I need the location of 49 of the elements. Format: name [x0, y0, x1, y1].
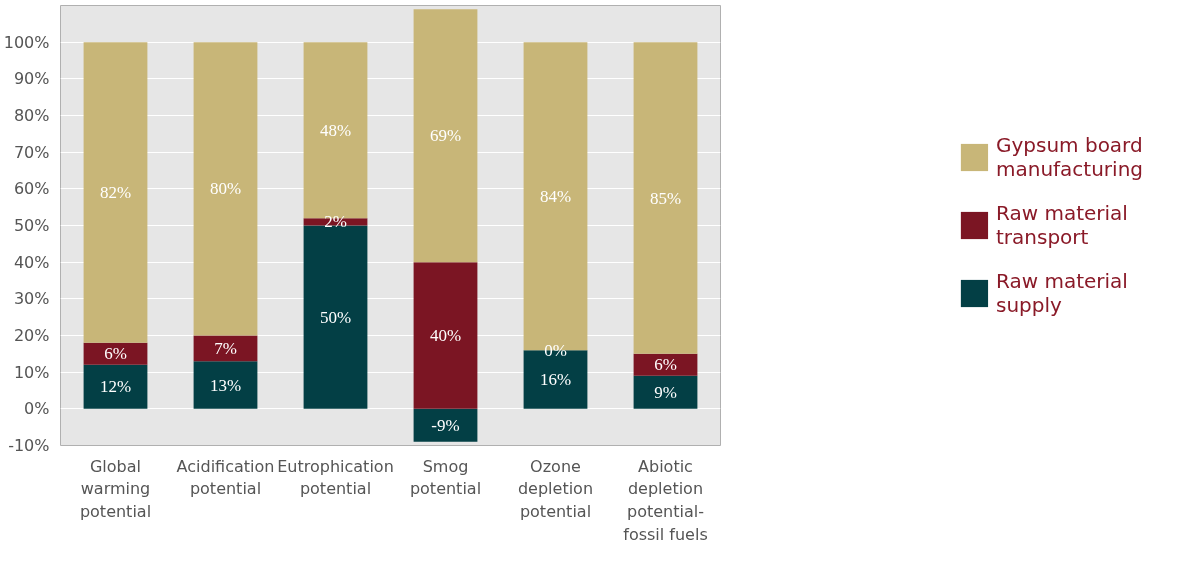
bar [633, 375, 698, 409]
text: 6% [654, 355, 677, 375]
text: 0% [544, 340, 567, 360]
bar [413, 9, 478, 263]
bar [413, 408, 478, 442]
y-tick-label: 70% [13, 142, 50, 162]
bar [193, 42, 258, 336]
text: 13% [209, 375, 242, 395]
text: 7% [214, 338, 237, 358]
text: 6% [104, 344, 127, 364]
bar [83, 364, 148, 409]
text: 9% [654, 382, 677, 402]
text: 12% [99, 377, 132, 397]
y-tick-label: 0% [24, 399, 50, 419]
x-tick-label: Acidification potential [176, 456, 275, 499]
y-tick-label: 90% [13, 69, 50, 89]
y-tick-label: 10% [13, 362, 50, 382]
bar [633, 42, 698, 354]
legend-label: Gypsum board manufacturing [995, 132, 1144, 182]
x-tick-label: Eutrophication potential [277, 456, 394, 499]
bar [303, 225, 368, 409]
text: 82% [99, 183, 132, 202]
text: 85% [649, 188, 682, 208]
bar [413, 262, 478, 409]
text: 2% [324, 212, 347, 232]
x-tick-label: Global warming potential [79, 456, 152, 522]
text: 40% [429, 326, 462, 345]
legend-label: Raw material transport [995, 200, 1128, 250]
y-tick-label: 30% [13, 289, 50, 309]
x-tick-label: Abiotic depletion potential-fossil fuels [623, 456, 708, 544]
y-tick-label: 50% [13, 216, 50, 235]
text: 50% [319, 307, 352, 327]
y-tick-label: 40% [13, 252, 50, 272]
x-tick-label: Smog potential [409, 456, 482, 499]
y-tick-label: -10% [8, 436, 50, 455]
y-tick-label: 20% [13, 326, 50, 345]
y-tick-label: 80% [13, 106, 50, 125]
text: 48% [319, 120, 352, 140]
text: 69% [429, 126, 462, 146]
y-tick-label: 60% [13, 179, 50, 199]
text: 80% [209, 179, 242, 199]
bar [83, 42, 148, 343]
legend-label: Raw material supply [995, 268, 1128, 318]
bar [193, 361, 258, 409]
text: -9% [431, 415, 460, 435]
x-tick-label: Ozone depletion potential [517, 456, 594, 522]
text: 16% [539, 370, 572, 389]
y-tick-label: 100% [3, 32, 50, 52]
text: 84% [539, 186, 572, 206]
